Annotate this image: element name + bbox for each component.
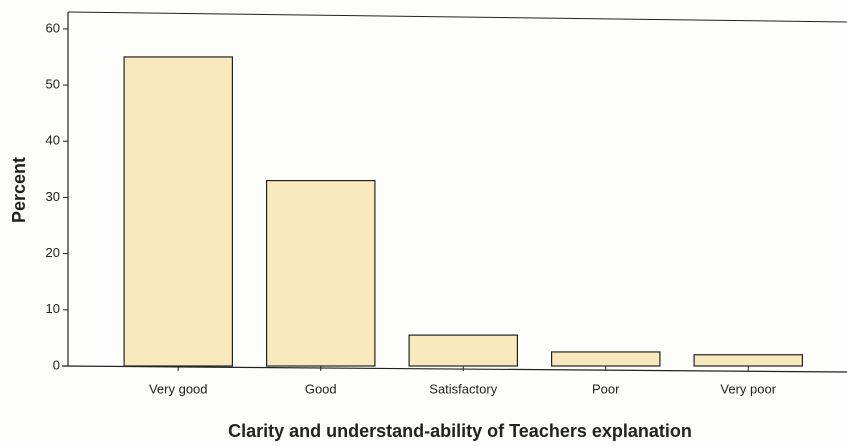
bar (266, 179, 376, 367)
x-tick-label: Poor (592, 381, 620, 396)
y-tick-label: 60 (46, 20, 60, 35)
y-tick-label: 50 (46, 76, 60, 91)
x-tick-label: Very poor (720, 381, 776, 396)
bar (408, 334, 519, 367)
y-tick-label: 20 (46, 245, 60, 260)
y-axis-title: Percent (9, 157, 29, 223)
x-tick-label: Very good (149, 381, 208, 396)
y-tick-label: 30 (46, 189, 60, 204)
y-tick-label: 10 (46, 301, 60, 316)
x-tick-label: Good (305, 381, 337, 396)
bar (123, 56, 234, 367)
x-axis (61, 365, 847, 373)
x-axis-title: Clarity and understand-ability of Teache… (228, 421, 692, 441)
x-tick-label: Satisfactory (429, 381, 497, 396)
y-tick-label: 0 (53, 357, 60, 372)
top-border (67, 11, 847, 23)
y-tick-label: 40 (46, 133, 60, 148)
bar (550, 351, 661, 367)
bar (693, 354, 803, 367)
